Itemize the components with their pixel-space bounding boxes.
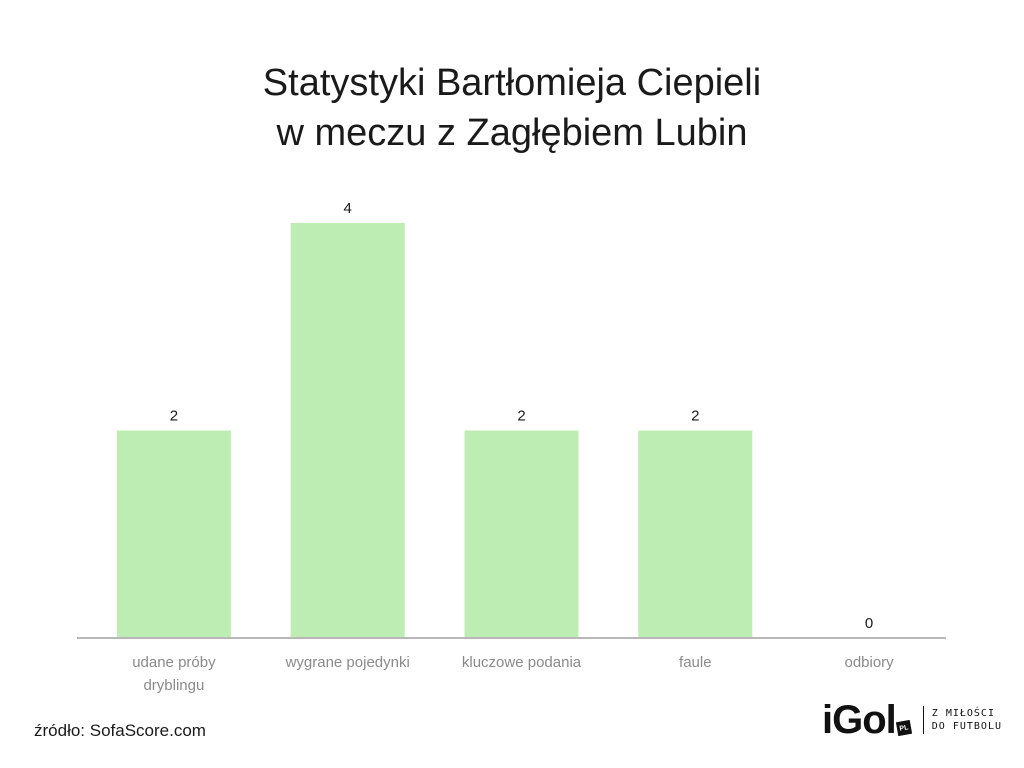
chart-title-line-2: w meczu z Zagłębiem Lubin — [276, 112, 748, 154]
bar-4 — [638, 430, 753, 638]
logo-divider — [922, 706, 924, 734]
chart-title-line-1: Statystyki Bartłomieja Ciepieli — [262, 62, 762, 104]
category-label-1-line-2: dryblingu — [143, 677, 204, 694]
category-label-4: faule — [679, 654, 712, 671]
logo-wordmark: iGol — [822, 698, 897, 742]
data-label-4: 2 — [691, 408, 699, 425]
category-label-1-line-1: udane próby — [132, 654, 216, 671]
source-note: źródło: SofaScore.com — [34, 721, 206, 740]
category-label-5: odbiory — [844, 654, 894, 671]
bar-1 — [116, 430, 231, 638]
logo-tagline: Z MIŁOŚCI DO FUTBOLU — [932, 707, 1002, 733]
data-label-1: 2 — [170, 408, 178, 425]
logo-tagline-line-2: DO FUTBOLU — [931, 721, 1002, 732]
data-label-3: 2 — [517, 408, 525, 425]
igol-logo: iGol PL Z MIŁOŚCI DO FUTBOLU — [822, 700, 1002, 740]
data-label-5: 0 — [865, 615, 873, 632]
data-label-2: 4 — [344, 200, 352, 217]
logo-badge: PL — [895, 719, 912, 737]
bar-2 — [290, 223, 405, 638]
category-label-3: kluczowe podania — [462, 654, 582, 671]
chart-title: Statystyki Bartłomieja Ciepieli w meczu … — [0, 58, 1024, 158]
category-label-2: wygrane pojedynki — [285, 654, 410, 671]
bar-3 — [464, 430, 579, 638]
logo-tagline-line-1: Z MIŁOŚCI — [931, 708, 995, 719]
